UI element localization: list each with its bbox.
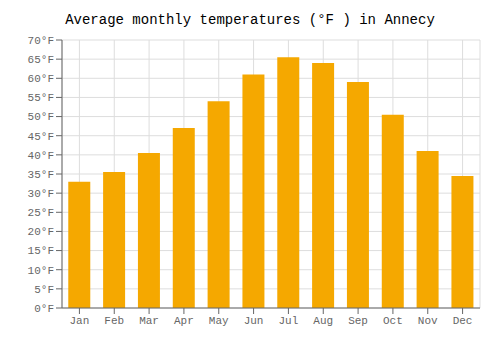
svg-text:Jun: Jun [244, 315, 264, 327]
svg-text:Aug: Aug [313, 315, 333, 327]
svg-text:30°F: 30°F [28, 188, 54, 200]
svg-text:60°F: 60°F [28, 73, 54, 85]
svg-text:Mar: Mar [139, 315, 159, 327]
svg-text:50°F: 50°F [28, 111, 54, 123]
svg-text:35°F: 35°F [28, 169, 54, 181]
svg-text:70°F: 70°F [28, 35, 54, 47]
svg-text:0°F: 0°F [34, 303, 54, 315]
svg-text:5°F: 5°F [34, 284, 54, 296]
svg-text:Jul: Jul [279, 315, 299, 327]
svg-text:Dec: Dec [453, 315, 473, 327]
svg-text:Sep: Sep [348, 315, 368, 327]
svg-text:20°F: 20°F [28, 226, 54, 238]
svg-text:40°F: 40°F [28, 150, 54, 162]
svg-text:Oct: Oct [383, 315, 403, 327]
svg-text:Jan: Jan [70, 315, 90, 327]
svg-text:Feb: Feb [104, 315, 124, 327]
svg-text:25°F: 25°F [28, 207, 54, 219]
svg-text:15°F: 15°F [28, 245, 54, 257]
svg-text:Nov: Nov [418, 315, 438, 327]
svg-text:45°F: 45°F [28, 131, 54, 143]
svg-text:Apr: Apr [174, 315, 194, 327]
svg-text:65°F: 65°F [28, 54, 54, 66]
svg-text:May: May [209, 315, 229, 327]
svg-text:55°F: 55°F [28, 92, 54, 104]
svg-text:10°F: 10°F [28, 265, 54, 277]
html-text:Average monthly temperatures (: Average monthly temperatures (°F ) in An… [65, 12, 435, 28]
